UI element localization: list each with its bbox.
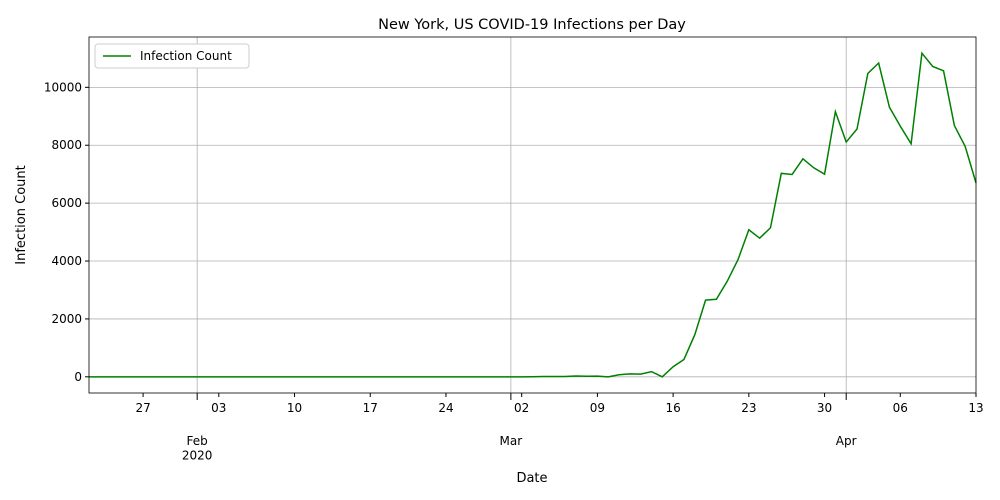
y-tick-label: 2000 bbox=[51, 312, 82, 326]
x-tick-label: 03 bbox=[211, 401, 226, 415]
legend-label: Infection Count bbox=[140, 49, 232, 63]
x-tick-label: 27 bbox=[135, 401, 150, 415]
x-tick-label: 16 bbox=[665, 401, 680, 415]
x-major-tick-label: Feb 2020 bbox=[182, 434, 213, 462]
y-tick-label: 8000 bbox=[51, 138, 82, 152]
data-line bbox=[89, 51, 977, 378]
x-tick-label: 17 bbox=[363, 401, 378, 415]
y-tick-label: 0 bbox=[74, 370, 82, 384]
y-tick-label: 6000 bbox=[51, 196, 82, 210]
y-tick-label: 10000 bbox=[44, 80, 82, 94]
x-tick-label: 30 bbox=[817, 401, 832, 415]
x-tick-label: 02 bbox=[514, 401, 529, 415]
y-axis-label: Infection Count bbox=[14, 165, 29, 264]
x-tick-label: 09 bbox=[590, 401, 605, 415]
x-tick-label: 24 bbox=[438, 401, 453, 415]
y-tick-label: 4000 bbox=[51, 254, 82, 268]
chart-title: New York, US COVID-19 Infections per Day bbox=[378, 17, 686, 33]
x-major-tick-label: Mar bbox=[500, 434, 523, 448]
legend-box bbox=[94, 43, 250, 69]
plot-frame bbox=[88, 36, 977, 394]
x-axis-label: Date bbox=[516, 471, 547, 486]
x-tick-label: 06 bbox=[893, 401, 908, 415]
x-tick-label: 10 bbox=[287, 401, 302, 415]
x-tick-label: 13 bbox=[968, 401, 983, 415]
x-major-tick-label: Apr bbox=[836, 434, 857, 448]
x-tick-label: 23 bbox=[741, 401, 756, 415]
